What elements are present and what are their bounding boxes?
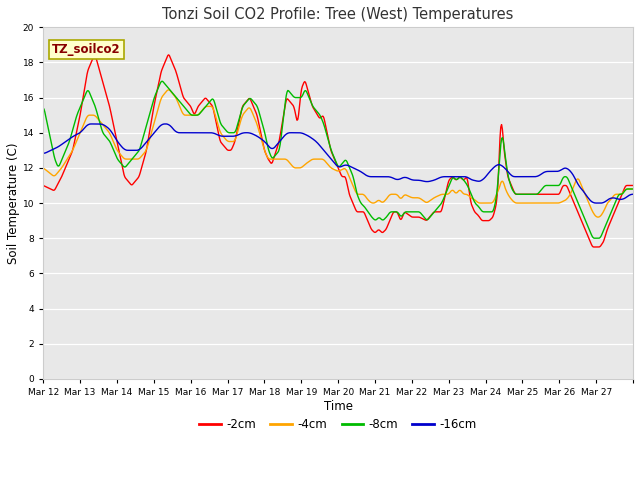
-16cm xyxy=(40,150,47,156)
-16cm xyxy=(433,176,441,182)
-16cm xyxy=(592,200,600,206)
-2cm xyxy=(247,97,255,103)
-16cm xyxy=(269,145,277,151)
-4cm xyxy=(269,156,277,162)
-2cm xyxy=(629,182,637,188)
Line: -8cm: -8cm xyxy=(44,81,633,238)
-8cm xyxy=(591,235,598,241)
-2cm xyxy=(269,157,277,163)
-8cm xyxy=(40,105,47,111)
-4cm xyxy=(433,193,441,199)
-16cm xyxy=(218,133,225,139)
-8cm xyxy=(159,78,166,84)
-16cm xyxy=(87,121,95,127)
-2cm xyxy=(40,183,47,189)
-2cm xyxy=(109,117,116,123)
-2cm xyxy=(590,244,598,250)
-8cm xyxy=(269,155,277,161)
-2cm xyxy=(218,140,225,146)
-4cm xyxy=(400,192,408,198)
-16cm xyxy=(400,175,408,180)
-4cm xyxy=(594,214,602,220)
Line: -4cm: -4cm xyxy=(44,90,633,217)
-4cm xyxy=(247,107,255,112)
-8cm xyxy=(629,186,637,192)
-8cm xyxy=(247,96,255,102)
-16cm xyxy=(629,192,637,197)
-4cm xyxy=(629,186,637,192)
-16cm xyxy=(109,132,117,137)
-8cm xyxy=(218,122,225,128)
-4cm xyxy=(109,137,116,143)
-8cm xyxy=(433,206,441,212)
-4cm xyxy=(164,87,172,93)
Text: TZ_soilco2: TZ_soilco2 xyxy=(52,43,121,56)
-8cm xyxy=(109,144,116,150)
-4cm xyxy=(218,132,225,137)
Line: -16cm: -16cm xyxy=(44,124,633,203)
-2cm xyxy=(433,209,441,215)
-2cm xyxy=(400,211,408,216)
Y-axis label: Soil Temperature (C): Soil Temperature (C) xyxy=(7,142,20,264)
X-axis label: Time: Time xyxy=(324,400,353,413)
Title: Tonzi Soil CO2 Profile: Tree (West) Temperatures: Tonzi Soil CO2 Profile: Tree (West) Temp… xyxy=(163,7,514,22)
Legend: -2cm, -4cm, -8cm, -16cm: -2cm, -4cm, -8cm, -16cm xyxy=(195,414,482,436)
-4cm xyxy=(40,166,47,171)
-16cm xyxy=(247,131,255,136)
-8cm xyxy=(400,210,408,216)
-2cm xyxy=(164,52,172,58)
Line: -2cm: -2cm xyxy=(44,55,633,247)
